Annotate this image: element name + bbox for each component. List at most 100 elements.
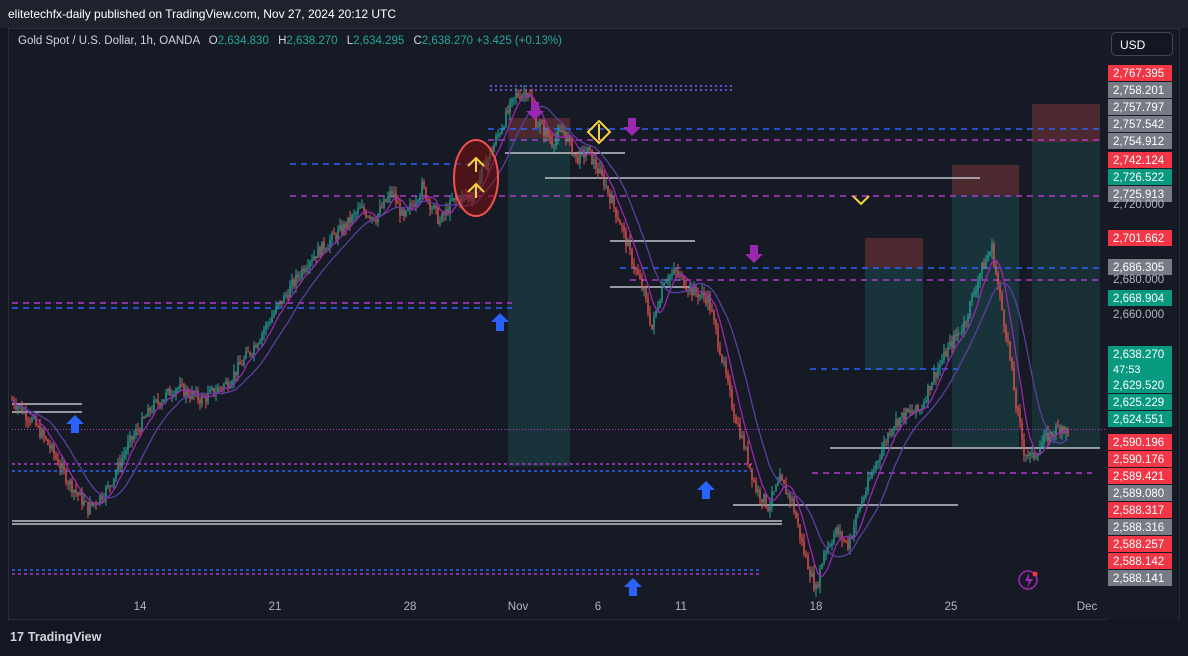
trade-zone-2	[865, 238, 923, 268]
candle-body	[387, 196, 389, 202]
candle-body	[1029, 452, 1031, 456]
candle-body	[719, 346, 721, 355]
tradingview-logo[interactable]: 17 TradingView	[10, 630, 101, 644]
candle-body	[883, 441, 885, 450]
candle-body	[673, 269, 675, 274]
candle-body	[165, 392, 167, 400]
candle-body	[995, 266, 997, 274]
candle-body	[21, 405, 23, 414]
candle-body	[119, 461, 121, 468]
candle-body	[889, 433, 891, 436]
candle-body	[691, 286, 693, 296]
candle-body	[871, 472, 873, 479]
candle-body	[1019, 410, 1021, 423]
candle-body	[977, 281, 979, 291]
candle-body	[907, 408, 909, 412]
candle-body	[223, 383, 225, 389]
candle-body	[337, 229, 339, 240]
candle-body	[753, 479, 755, 482]
candle-body	[509, 101, 511, 113]
candle-body	[815, 584, 817, 590]
candle-body	[707, 294, 709, 304]
candle-body	[617, 217, 619, 221]
price-label: 2,589.080	[1113, 488, 1164, 500]
candle-body	[639, 274, 641, 279]
candle-body	[139, 430, 141, 433]
candle-body	[67, 483, 69, 485]
open-value: 2,634.830	[217, 35, 269, 47]
candle-body	[831, 543, 833, 546]
candle-body	[379, 206, 381, 214]
candle-body	[315, 256, 317, 258]
candle-body	[807, 555, 809, 570]
candle-body	[217, 387, 219, 393]
candle-body	[627, 241, 629, 247]
candle-body	[709, 294, 711, 310]
candle-body	[901, 412, 903, 418]
candle-body	[701, 291, 703, 295]
candle-body	[351, 215, 353, 224]
alert-bolt-icon[interactable]	[1018, 570, 1038, 590]
candle-body	[577, 156, 579, 164]
buy-arrow-icon	[624, 578, 642, 596]
candle-body	[615, 207, 617, 218]
price-label-bg	[1108, 377, 1172, 393]
candle-body	[1011, 358, 1013, 369]
candle-body	[69, 480, 71, 485]
candle-body	[945, 351, 947, 357]
candle-body	[703, 291, 705, 297]
candle-body	[575, 154, 577, 157]
currency-button[interactable]: USD	[1111, 32, 1173, 56]
candle-body	[141, 416, 143, 433]
candle-body	[193, 391, 195, 395]
candle-body	[951, 341, 953, 348]
candle-body	[35, 416, 37, 426]
candle-body	[629, 241, 631, 250]
candle-body	[857, 510, 859, 516]
candle-body	[591, 149, 593, 164]
candle-body	[849, 537, 851, 549]
candle-body	[787, 493, 789, 495]
candle-body	[101, 494, 103, 500]
current-price-value: 2,638.270	[1113, 349, 1164, 361]
candle-body	[19, 405, 21, 407]
candle-body	[155, 399, 157, 401]
candle-body	[433, 205, 435, 209]
candle-body	[713, 311, 715, 320]
candle-body	[53, 444, 55, 455]
candle-body	[933, 372, 935, 383]
y-tick-label: 2,660.000	[1113, 309, 1164, 321]
candle-body	[339, 225, 341, 230]
candle-body	[135, 429, 137, 436]
candle-body	[605, 186, 607, 188]
x-tick-label: Nov	[508, 601, 529, 613]
candle-body	[669, 275, 671, 281]
ma-line-slow	[11, 105, 1069, 558]
candle-body	[841, 531, 843, 540]
candle-body	[117, 461, 119, 472]
candle-body	[829, 545, 831, 547]
candle-body	[431, 208, 433, 210]
candle-body	[129, 435, 131, 442]
candle-body	[965, 321, 967, 323]
price-label: 2,726.522	[1113, 172, 1164, 184]
candle-body	[89, 502, 91, 515]
candle-body	[331, 233, 333, 240]
x-tick-label: 18	[810, 601, 823, 613]
candle-body	[1045, 432, 1047, 435]
candle-body	[319, 246, 321, 256]
candle-body	[957, 332, 959, 336]
symbol-name: Gold Spot / U.S. Dollar, 1h, OANDA	[18, 35, 200, 47]
candle-body	[1017, 407, 1019, 411]
candle-body	[663, 283, 665, 287]
candle-body	[963, 321, 965, 331]
sell-arrow-icon	[623, 118, 641, 136]
candle-body	[571, 139, 573, 156]
candle-body	[721, 354, 723, 362]
candle-body	[205, 396, 207, 402]
candle-body	[505, 110, 507, 127]
candle-body	[681, 274, 683, 277]
candle-body	[267, 323, 269, 325]
candle-body	[231, 381, 233, 386]
